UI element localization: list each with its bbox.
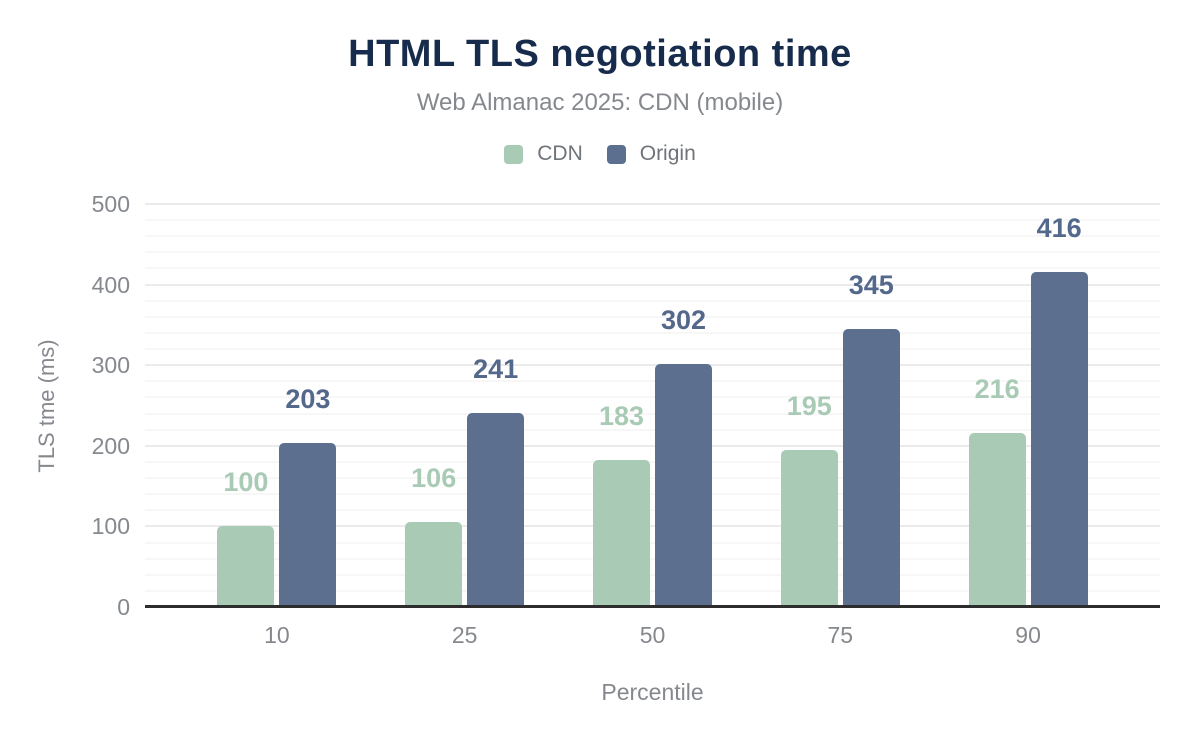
legend: CDN Origin <box>0 142 1200 166</box>
minor-gridline <box>145 412 1160 415</box>
x-tick-label: 90 <box>1015 622 1041 648</box>
cdn-legend-swatch-icon <box>504 144 524 164</box>
cdn-value-label: 183 <box>598 400 645 431</box>
chart-subtitle: Web Almanac 2025: CDN (mobile) <box>416 89 784 116</box>
origin-value-label: 203 <box>285 384 331 415</box>
minor-gridline <box>145 331 1160 334</box>
cdn-bar <box>780 449 838 607</box>
minor-gridline <box>145 380 1160 383</box>
major-gridline <box>145 444 1160 447</box>
minor-gridline <box>145 557 1160 560</box>
major-gridline <box>145 203 1160 205</box>
major-gridline <box>145 525 1160 528</box>
minor-gridline <box>145 348 1160 351</box>
major-gridline <box>145 364 1160 367</box>
origin-legend-swatch-icon <box>606 144 626 164</box>
minor-gridline <box>145 315 1160 318</box>
y-tick-label: 400 <box>91 271 130 298</box>
minor-gridline <box>145 428 1160 431</box>
origin-value-label: 302 <box>660 304 707 335</box>
origin-value-label: 345 <box>848 269 894 300</box>
minor-gridline <box>145 235 1160 238</box>
plot-area: 0 100 200 300 400 500 10 100 203 25 106 241 50 183 302… <box>92 191 1160 648</box>
origin-value-label: 416 <box>1036 212 1082 243</box>
x-tick-label: 10 <box>264 622 290 648</box>
origin-legend-label: Origin <box>639 142 696 165</box>
origin-bar <box>1030 271 1088 607</box>
origin-bar <box>655 363 712 607</box>
y-tick-label: 100 <box>91 513 130 540</box>
x-axis-line <box>145 605 1160 608</box>
cdn-value-label: 100 <box>223 467 269 498</box>
cdn-bar <box>405 521 463 607</box>
x-tick-label: 50 <box>639 622 666 648</box>
major-gridline <box>145 283 1160 286</box>
minor-gridline <box>145 219 1160 222</box>
minor-gridline <box>145 251 1160 254</box>
x-tick-label: 25 <box>451 622 478 648</box>
cdn-value-label: 216 <box>974 373 1020 404</box>
origin-value-label: 241 <box>473 353 519 384</box>
cdn-value-label: 195 <box>786 390 832 421</box>
cdn-legend-label: CDN <box>537 142 583 165</box>
minor-gridline <box>145 396 1160 399</box>
cdn-bar <box>593 459 650 607</box>
minor-gridline <box>145 299 1160 302</box>
minor-gridline <box>145 509 1160 512</box>
origin-bar <box>279 443 337 607</box>
y-tick-label: 500 <box>91 191 130 217</box>
chart-title: HTML TLS negotiation time <box>348 33 852 75</box>
y-tick-label: 0 <box>117 594 130 620</box>
minor-gridline <box>145 493 1160 496</box>
minor-gridline <box>145 267 1160 270</box>
y-tick-label: 300 <box>91 352 130 379</box>
origin-bar <box>842 328 900 607</box>
cdn-bar <box>217 526 275 607</box>
x-tick-label: 75 <box>827 622 854 648</box>
minor-gridline <box>145 460 1160 463</box>
cdn-value-label: 106 <box>411 462 457 493</box>
x-axis-title: Percentile <box>601 679 704 705</box>
cdn-bar <box>968 432 1026 607</box>
legend-item-origin: Origin <box>606 142 696 166</box>
origin-bar <box>467 412 525 607</box>
minor-gridline <box>145 541 1160 544</box>
minor-gridline <box>145 589 1160 592</box>
y-tick-label: 200 <box>91 432 130 459</box>
minor-gridline <box>145 573 1160 576</box>
legend-item-cdn: CDN <box>504 142 583 166</box>
minor-gridline <box>145 477 1160 480</box>
